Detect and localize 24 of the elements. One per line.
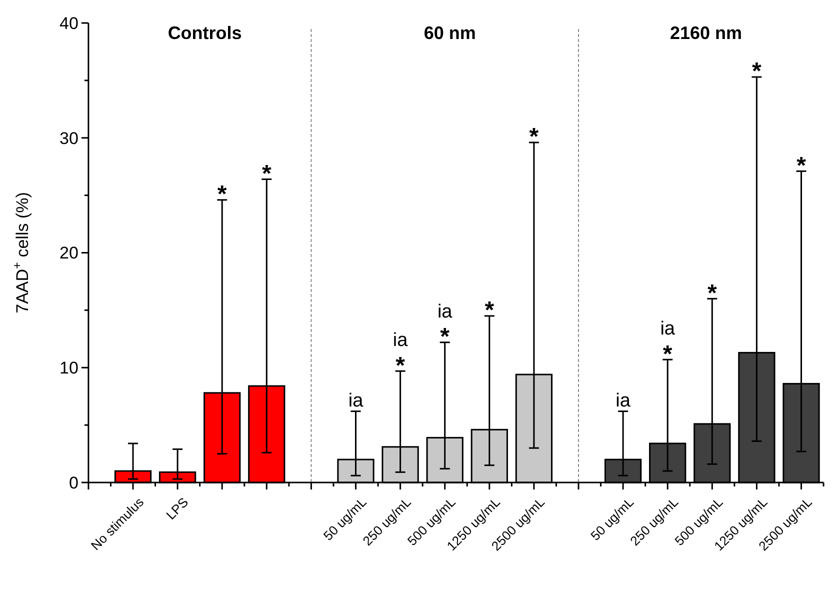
annotation: ia <box>348 390 364 412</box>
annotation: ia <box>616 390 631 412</box>
annotation: Controls <box>168 23 242 43</box>
annotation: * <box>662 340 673 368</box>
annotation: * <box>484 297 495 324</box>
annotation: * <box>796 152 807 180</box>
y-tick-label: 20 <box>60 244 78 263</box>
x-tick-label: LPS <box>163 494 192 522</box>
y-tick-label: 0 <box>68 473 78 492</box>
annotation: 60 nm <box>424 23 476 43</box>
annotation: * <box>396 352 406 380</box>
annotation: * <box>440 324 450 351</box>
annotation: * <box>529 124 540 151</box>
y-tick-label: 10 <box>60 358 78 378</box>
annotation: * <box>752 58 762 86</box>
annotation: * <box>707 280 718 307</box>
y-tick-label: 40 <box>60 14 78 33</box>
annotation: ia <box>437 301 453 322</box>
annotation: 2160 nm <box>670 23 742 43</box>
annotation: * <box>217 181 228 208</box>
annotation: ia <box>660 318 676 340</box>
annotation: ia <box>392 330 408 352</box>
y-tick-label: 30 <box>60 128 78 148</box>
annotation: * <box>262 160 272 188</box>
